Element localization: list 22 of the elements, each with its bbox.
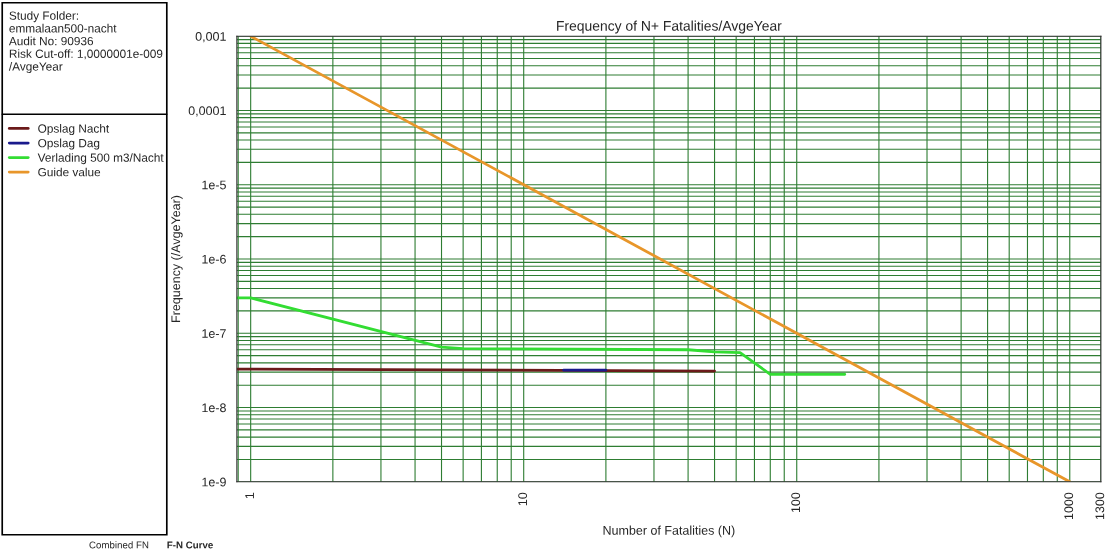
- y-tick-label: 0,001: [195, 32, 226, 43]
- y-tick-label: 1e-6: [202, 254, 226, 264]
- x-tick-label: 1300: [1095, 492, 1105, 520]
- text: F-N Curve: [167, 541, 213, 549]
- y-tick-label: 0,0001: [188, 106, 226, 117]
- legend-label: Guide value: [38, 167, 101, 177]
- y-tick-label: 1e-5: [202, 180, 226, 190]
- x-tick-label: 1: [245, 492, 254, 499]
- chart-title: Frequency of N+ Fatalities/AvgeYear: [557, 20, 782, 34]
- text: Combined FN: [89, 541, 149, 549]
- legend-label: Verlading 500 m3/Nacht: [37, 153, 164, 165]
- legend-label: Opslag Nacht: [38, 124, 110, 136]
- x-tick-label: 100: [791, 492, 801, 513]
- y-axis-title: Frequency (/AvgeYear): [171, 195, 183, 322]
- text: Study Folder: emmalaan500-nacht Audit No: 90936 Risk Cut-off: 1,0000001e-009 /AvgeYear: [8, 11, 163, 74]
- y-tick-label: 1e-8: [202, 403, 226, 413]
- x-tick-label: 10: [518, 492, 528, 506]
- y-tick-label: 1e-9: [202, 477, 226, 487]
- x-axis-title: Number of Fatalities (N): [603, 525, 735, 538]
- y-tick-label: 1e-7: [202, 329, 226, 338]
- legend-label: Opslag Dag: [38, 138, 100, 150]
- x-tick-label: 1000: [1064, 492, 1074, 520]
